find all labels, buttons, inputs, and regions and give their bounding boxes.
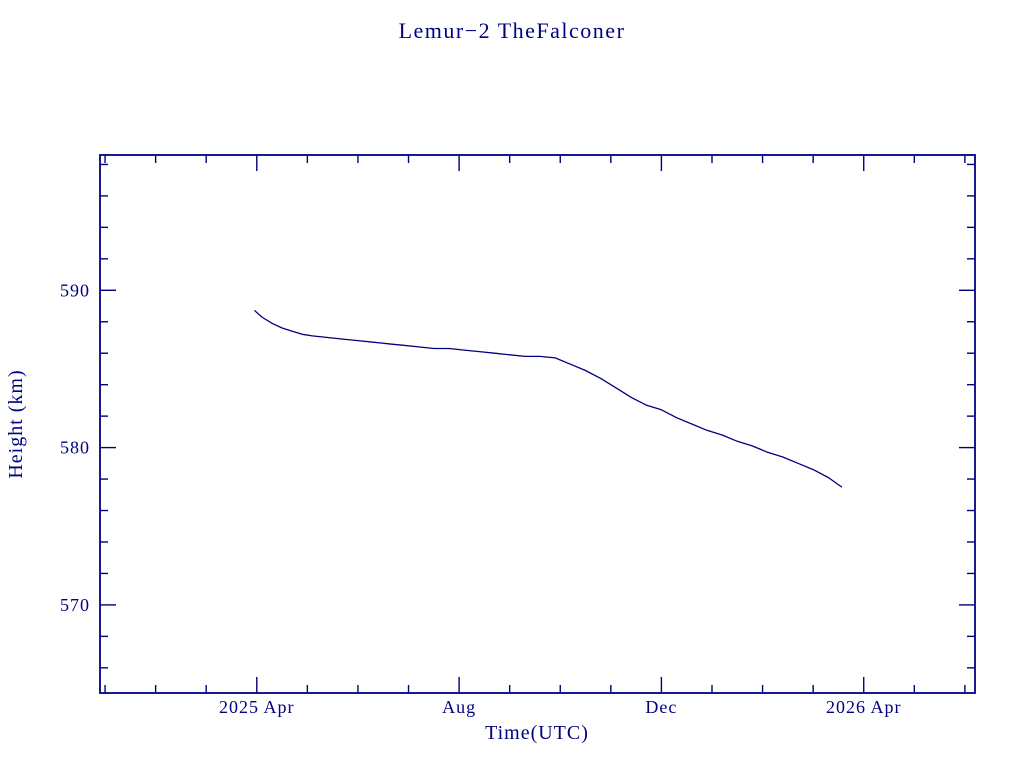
y-axis-label: Height (km) (5, 369, 27, 478)
height-series-line (254, 310, 843, 488)
y-tick-label: 570 (60, 595, 90, 615)
x-tick-label: Dec (645, 697, 677, 717)
x-tick-label: Aug (442, 697, 476, 717)
x-axis-label: Time(UTC) (485, 722, 589, 744)
plot-generated-layer: 2025 Apr Aug Dec 2026 Apr 570 580 590 (60, 154, 976, 717)
x-tick-label: 2026 Apr (826, 697, 902, 717)
y-tick-label: 590 (60, 280, 90, 300)
x-tick-label: 2025 Apr (219, 697, 295, 717)
plot-frame (99, 154, 976, 694)
chart-title: Lemur−2 TheFalconer (399, 18, 626, 43)
y-tick-label: 580 (60, 438, 90, 458)
